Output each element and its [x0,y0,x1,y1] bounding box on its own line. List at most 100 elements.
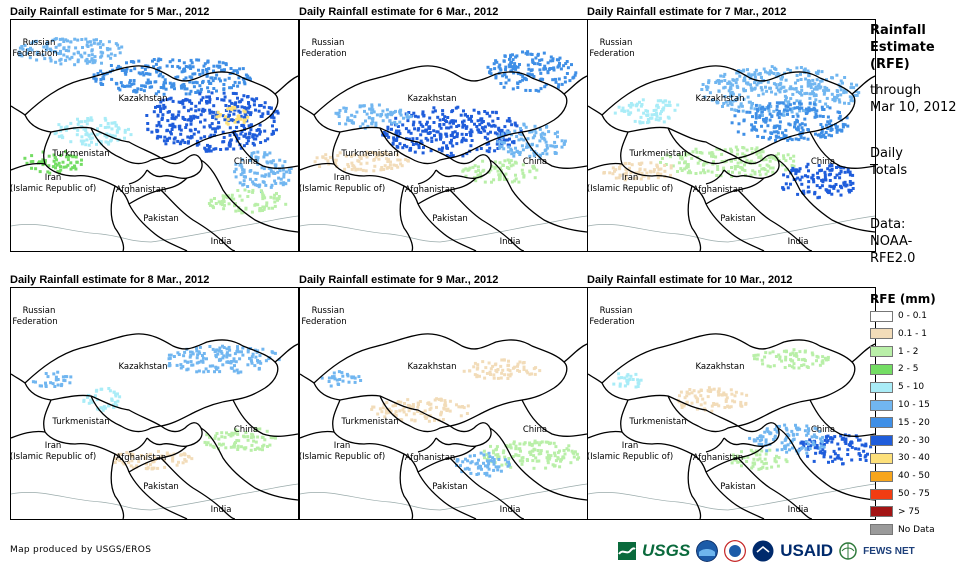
rain-cell [123,128,127,132]
rain-cell [720,393,724,397]
rain-cell [516,65,520,69]
rain-cell [105,132,109,136]
rain-cell [41,150,45,154]
rain-cell [517,447,521,451]
rain-cell [784,349,788,353]
rain-cell [518,369,521,373]
rain-cell [448,399,452,403]
rain-cell [659,160,662,164]
rain-cell [830,128,834,131]
rain-cell [815,435,819,439]
rain-cell [273,351,277,355]
rain-cell [737,122,741,126]
rain-cell [740,392,744,396]
fews-net-logo: FEWS NET [863,545,915,557]
rain-cell [841,81,844,85]
rain-cell [473,361,477,365]
rain-cell [802,69,806,73]
rain-cell [647,120,651,124]
rain-cell [188,99,192,103]
rain-cell [233,431,237,435]
rain-cell [827,173,831,177]
rain-cell [239,114,243,118]
rain-cell [253,183,257,187]
rain-cell [537,89,541,93]
rain-cell [398,120,402,124]
rain-cell [498,144,502,148]
rain-cell [385,409,388,413]
rain-cell [173,117,177,121]
rain-cell [191,72,195,76]
rain-cell [836,189,840,193]
rain-cell [715,79,719,83]
rain-cell [221,130,225,134]
rain-cell [809,92,813,96]
rain-cell [20,45,24,48]
rain-cell [499,82,503,85]
rain-cell [263,153,267,157]
rain-cell [428,402,432,406]
rain-cell [212,64,216,68]
rain-cell [269,169,273,173]
rain-cell [273,172,277,175]
rain-cell [165,451,169,455]
label-russia-1: Russian [600,306,633,316]
rain-cell [739,102,743,106]
rain-cell [271,113,274,117]
rain-cell [276,111,280,115]
rain-cell [538,63,542,66]
rain-cell [858,438,862,442]
rain-cell [825,440,829,444]
rain-cell [276,170,280,174]
rain-cell [485,137,489,141]
rain-cell [59,129,63,133]
rain-cell [207,67,211,71]
rain-cell [814,94,818,97]
rain-cell [76,60,80,64]
rain-cell [190,135,194,139]
rain-cell [778,126,782,130]
rain-cell [788,364,791,368]
rain-cell [179,453,183,457]
rain-cell [846,170,850,174]
rain-cell [89,43,93,47]
rain-cell [444,132,448,136]
rain-cell [735,71,739,75]
rain-cell [442,141,446,145]
rain-cell [654,118,658,122]
rain-cell [532,75,536,78]
rain-cell [57,51,60,55]
rain-cell [386,127,390,131]
rain-cell [516,368,520,372]
rain-cell [543,132,547,136]
rain-cell [820,105,824,109]
rain-cell [546,461,550,465]
rain-cell [569,461,573,465]
rain-cell [761,435,765,439]
rain-cell [623,178,627,182]
rain-cell [414,114,417,118]
rain-cell [69,375,73,379]
rain-cell [501,132,505,136]
rain-cell [80,135,84,139]
rain-cell [384,411,388,415]
rain-cell [839,193,843,197]
rain-cell [828,106,832,110]
rain-cell [502,449,506,453]
rain-cell [452,136,456,139]
rain-cell [836,442,840,446]
rain-cell [526,459,529,462]
rain-cell [278,158,282,162]
rain-cell [649,116,652,120]
rain-cell [785,109,789,113]
rain-cell [205,443,209,447]
rain-cell [563,80,567,84]
rain-cell [139,454,143,457]
rain-cell [265,153,269,157]
rain-cell [808,101,812,105]
rain-cell [256,150,260,154]
rain-cell [159,124,163,128]
rain-cell [35,58,39,62]
rain-cell [754,112,758,116]
rain-cell [246,139,250,143]
